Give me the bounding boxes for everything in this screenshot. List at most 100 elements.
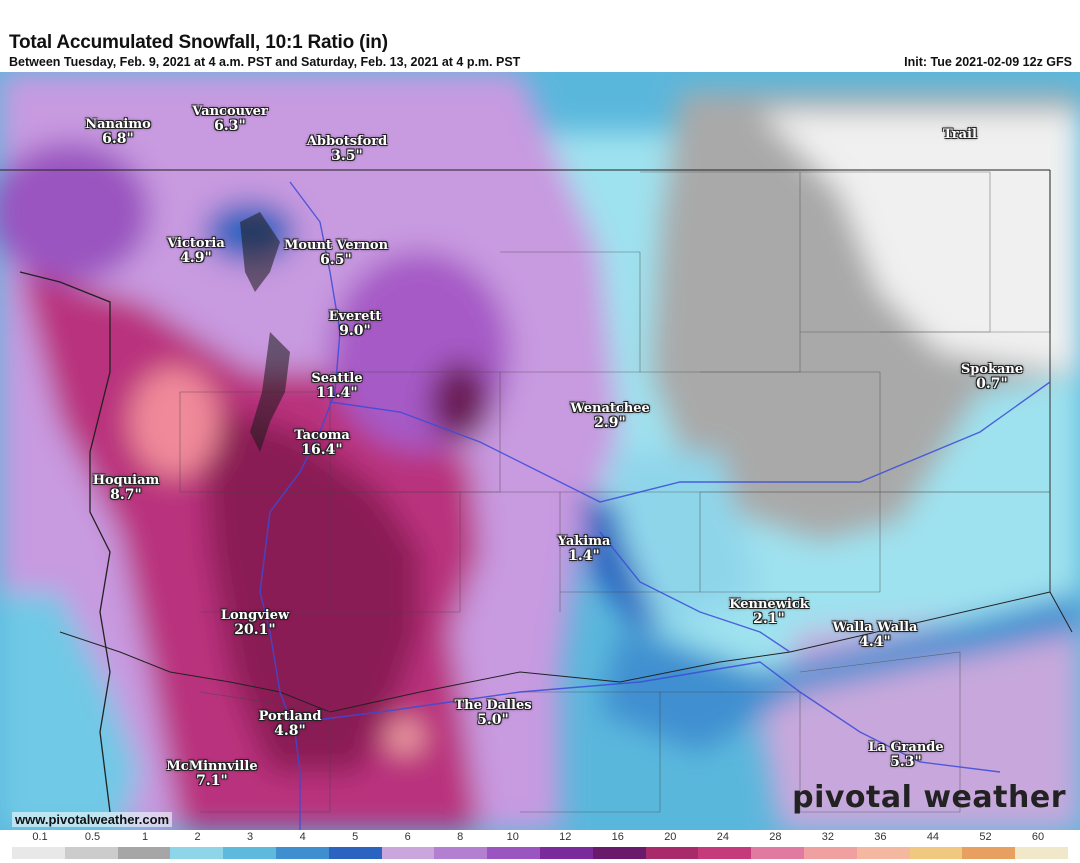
puget-sound	[240, 212, 290, 452]
map-title: Total Accumulated Snowfall, 10:1 Ratio (…	[9, 32, 388, 53]
legend-tick-label: 2	[194, 831, 201, 843]
legend-tick-label: 6	[404, 831, 411, 843]
legend-tick-label: 24	[716, 831, 729, 843]
city-name: Mount Vernon	[283, 238, 389, 253]
init-label: Init: Tue 2021-02-09 12z GFS	[904, 55, 1072, 69]
legend-tick-label: 32	[821, 831, 835, 843]
legend-tick-label: 28	[769, 831, 782, 843]
city-label-mount-vernon: Mount Vernon 6.5"	[284, 239, 388, 267]
legend-swatch	[487, 847, 540, 859]
city-value: 16.4"	[301, 441, 343, 458]
city-value: 5.0"	[477, 711, 509, 728]
snowfall-map-graphic	[0, 72, 1080, 830]
city-value: 0.7"	[976, 375, 1008, 392]
city-label-seattle: Seattle 11.4"	[311, 372, 362, 400]
city-value: 6.3"	[214, 117, 246, 134]
city-value: 11.4"	[316, 384, 358, 401]
city-label-everett: Everett 9.0"	[329, 310, 382, 338]
legend-swatch	[170, 847, 224, 859]
city-name: The Dalles	[454, 698, 532, 713]
city-label-hoquiam: Hoquiam 8.7"	[93, 474, 160, 502]
city-value: 4.4"	[859, 633, 891, 650]
city-label-tacoma: Tacoma 16.4"	[294, 429, 350, 457]
city-name: Everett	[328, 309, 382, 324]
legend-tick-label: 0.1	[32, 831, 48, 843]
legend-ticks: 0.1 0.5 1 2 3 4 5 6 8 10 12 16 20 24 28 32 36 44 52 60	[0, 830, 1080, 844]
city-label-the-dalles: The Dalles 5.0"	[454, 699, 531, 727]
city-name: La Grande	[868, 740, 944, 755]
legend-tick-label: 1	[141, 831, 149, 843]
city-name: Longview	[220, 608, 290, 623]
legend-swatch	[12, 847, 65, 859]
legend-tick-label: 4	[299, 831, 306, 843]
legend-tick-label: 5	[352, 831, 359, 843]
city-value: 4.9"	[180, 249, 212, 266]
legend-tick-label: 3	[247, 831, 254, 843]
city-value: 5.3"	[890, 753, 922, 770]
legend-swatch	[275, 847, 329, 859]
snowfall-map: Nanaimo 6.8" Vancouver 6.3" Abbotsford 3.5"…	[0, 72, 1080, 830]
legend-tick-label: 52	[979, 831, 992, 843]
legend-swatch	[328, 847, 382, 859]
city-name: Vancouver	[192, 104, 268, 119]
map-subtitle: Between Tuesday, Feb. 9, 2021 at 4 a.m. …	[9, 55, 521, 69]
city-label-wenatchee: Wenatchee 2.9"	[570, 402, 650, 430]
city-label-spokane: Spokane 0.7"	[961, 363, 1023, 391]
city-value: 6.5"	[320, 251, 352, 268]
legend-swatch	[698, 847, 752, 859]
legend-tick-label: 36	[874, 831, 887, 843]
map-boundaries	[0, 169, 1073, 813]
legend-swatch	[803, 847, 857, 859]
legend-swatch	[909, 847, 963, 859]
city-name: Nanaimo	[85, 117, 151, 132]
legend-tick-label: 8	[457, 831, 464, 843]
highways	[259, 181, 1051, 830]
city-name: Abbotsford	[306, 134, 388, 149]
legend-tick-label: 10	[506, 831, 519, 843]
city-value: 6.8"	[102, 130, 134, 147]
city-value: 3.5"	[331, 147, 363, 164]
legend-swatch	[645, 847, 699, 859]
legend-tick-label: 0.5	[84, 831, 101, 843]
city-label-abbotsford: Abbotsford 3.5"	[307, 135, 387, 163]
city-label-vancouver: Vancouver 6.3"	[192, 105, 267, 133]
legend-tick-label: 44	[926, 831, 940, 843]
city-name: Spokane	[960, 362, 1024, 377]
color-legend: 0.1 0.5 1 2 3 4 5 6 8 10 12 16 20 24 28 32 36 44 52 60	[0, 830, 1080, 863]
legend-swatch	[751, 847, 804, 859]
legend-swatch	[539, 847, 593, 859]
legend-swatch	[962, 847, 1016, 859]
website-link[interactable]: www.pivotalweather.com	[12, 812, 173, 827]
city-label-la-grande: La Grande 5.3"	[868, 741, 943, 769]
legend-tick-label: 20	[664, 831, 677, 843]
city-label-yakima: Yakima 1.4"	[558, 535, 611, 563]
city-name: Tacoma	[294, 428, 350, 443]
city-name: Walla Walla	[832, 620, 918, 635]
city-name: Victoria	[167, 236, 225, 251]
header: Total Accumulated Snowfall, 10:1 Ratio (…	[0, 0, 1080, 72]
city-label-walla-walla: Walla Walla 4.4"	[833, 621, 918, 649]
city-label-trail: Trail	[943, 128, 977, 142]
legend-swatch	[64, 847, 118, 859]
city-value: 9.0"	[339, 322, 371, 339]
city-label-nanaimo: Nanaimo 6.8"	[85, 118, 151, 146]
city-name: Yakima	[557, 534, 611, 549]
city-label-portland: Portland 4.8"	[259, 710, 322, 738]
city-label-victoria: Victoria 4.9"	[167, 237, 225, 265]
legend-tick-label: 16	[611, 831, 624, 843]
city-name: Kennewick	[729, 597, 809, 612]
city-name: Wenatchee	[570, 401, 650, 416]
city-name: Seattle	[311, 371, 363, 386]
city-name: Hoquiam	[92, 473, 160, 488]
city-name: McMinnville	[166, 759, 258, 774]
city-value: 2.1"	[753, 610, 785, 627]
legend-tick-label: 60	[1031, 831, 1045, 843]
city-label-mcminnville: McMinnville 7.1"	[166, 760, 257, 788]
city-name: Trail	[943, 127, 977, 142]
city-value: 8.7"	[110, 486, 142, 503]
legend-swatch	[1015, 847, 1068, 859]
legend-swatch	[592, 847, 646, 859]
city-value: 4.8"	[274, 722, 306, 739]
legend-swatch	[223, 847, 276, 859]
legend-color-bar	[12, 847, 1068, 859]
